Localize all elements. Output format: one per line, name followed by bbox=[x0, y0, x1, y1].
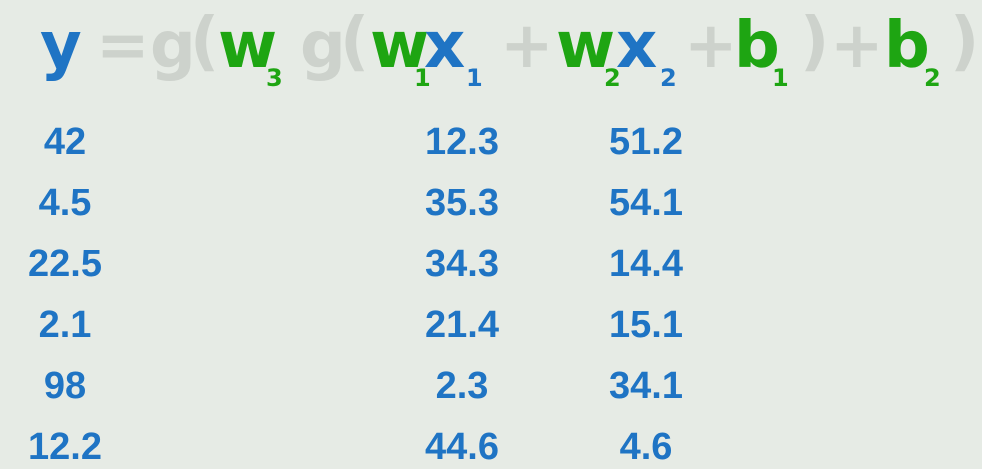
y-value-cell: 42 bbox=[43, 121, 87, 163]
plus-sign-1: + bbox=[500, 9, 554, 83]
x2-value-cell: 14.4 bbox=[609, 243, 683, 285]
plus-sign-2: + bbox=[684, 9, 738, 83]
x1-value-cell: 34.3 bbox=[425, 243, 499, 285]
input-x2-subscript: 2 bbox=[660, 64, 677, 92]
plus-sign-3: + bbox=[830, 9, 884, 83]
input-x1-subscript: 1 bbox=[466, 64, 483, 92]
x2-value-cell: 34.1 bbox=[609, 365, 683, 407]
y-value-cell: 22.5 bbox=[28, 243, 102, 285]
weight-w3-subscript: 3 bbox=[266, 64, 283, 92]
equals-sign: = bbox=[96, 9, 150, 83]
x2-value-cell: 54.1 bbox=[609, 182, 683, 224]
input-x2: x bbox=[616, 9, 658, 83]
network-equation: y = g ( w 3 g ( w 1 x 1 + w 2 x 2 + b 1 … bbox=[0, 0, 982, 110]
x1-value-cell: 44.6 bbox=[425, 426, 499, 468]
x1-value-cell: 12.3 bbox=[425, 121, 499, 163]
y-value-cell: 2.1 bbox=[38, 304, 92, 346]
activation-function-outer: g bbox=[150, 9, 196, 83]
activation-function-inner: g bbox=[300, 9, 346, 83]
bias-b2-subscript: 2 bbox=[924, 64, 941, 92]
open-paren-inner: ( bbox=[340, 5, 370, 79]
bias-b2: b bbox=[884, 9, 930, 83]
weight-w1: w bbox=[370, 9, 430, 83]
close-paren-outer: ) bbox=[950, 5, 980, 79]
y-value-cell: 98 bbox=[43, 365, 87, 407]
weight-w2-subscript: 2 bbox=[604, 64, 621, 92]
x2-value-cell: 15.1 bbox=[609, 304, 683, 346]
close-paren-inner: ) bbox=[800, 5, 830, 79]
x1-value-cell: 2.3 bbox=[435, 365, 489, 407]
input-x1: x bbox=[424, 9, 466, 83]
output-variable-y: y bbox=[40, 9, 82, 83]
weight-w1-subscript: 1 bbox=[414, 64, 431, 92]
x1-value-cell: 21.4 bbox=[425, 304, 499, 346]
x2-value-cell: 4.6 bbox=[619, 426, 673, 468]
weight-w2: w bbox=[556, 9, 616, 83]
y-value-cell: 12.2 bbox=[28, 426, 102, 468]
bias-b1: b bbox=[734, 9, 780, 83]
bias-b1-subscript: 1 bbox=[772, 64, 789, 92]
open-paren-outer: ( bbox=[190, 5, 220, 79]
x2-value-cell: 51.2 bbox=[609, 121, 683, 163]
x1-value-cell: 35.3 bbox=[425, 182, 499, 224]
weight-w3: w bbox=[218, 9, 278, 83]
y-value-cell: 4.5 bbox=[38, 182, 92, 224]
